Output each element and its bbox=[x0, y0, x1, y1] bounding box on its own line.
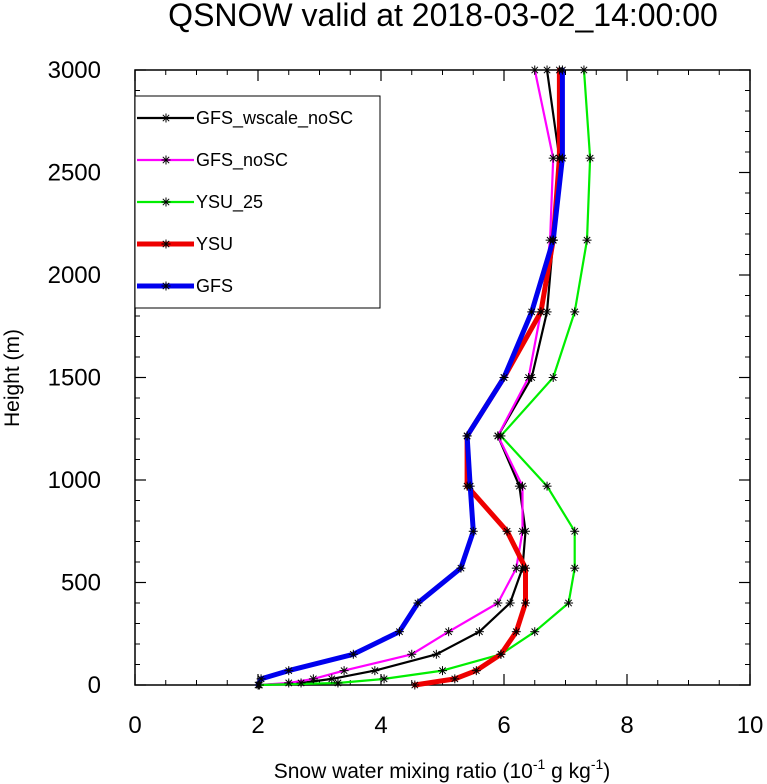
legend-marker-4 bbox=[161, 281, 171, 291]
data-point-marker bbox=[407, 649, 417, 659]
chart-title: QSNOW valid at 2018-03-02_14:00:00 bbox=[168, 0, 718, 33]
data-point-marker bbox=[450, 674, 460, 684]
x-axis-title-end: ) bbox=[603, 760, 610, 783]
data-point-marker bbox=[582, 235, 592, 245]
data-point-marker bbox=[339, 666, 349, 676]
data-point-marker bbox=[579, 65, 589, 75]
axis-ticks: 0 2 4 6 8 10 0 500 1000 1500 2000 2500 3000 bbox=[48, 57, 764, 739]
legend-label-3: YSU bbox=[196, 234, 233, 254]
legend-label-0: GFS_wscale_noSC bbox=[196, 108, 353, 129]
x-axis-title-sup1: -1 bbox=[533, 756, 546, 772]
y-tick-label: 2500 bbox=[48, 160, 101, 187]
data-point-marker bbox=[284, 666, 294, 676]
series-line-2 bbox=[258, 68, 592, 687]
y-tick-label: 1500 bbox=[48, 365, 101, 392]
data-point-marker bbox=[496, 649, 506, 659]
data-point-marker bbox=[493, 598, 503, 608]
data-point-marker bbox=[530, 627, 540, 637]
data-point-marker bbox=[444, 627, 454, 637]
y-tick-label: 2000 bbox=[48, 262, 101, 289]
data-point-marker bbox=[505, 598, 515, 608]
data-point-marker bbox=[471, 666, 481, 676]
data-point-marker bbox=[468, 526, 478, 536]
marker-layer bbox=[253, 65, 595, 690]
x-tick-label: 0 bbox=[128, 712, 141, 739]
legend-label-2: YSU_25 bbox=[196, 192, 263, 213]
data-point-marker bbox=[548, 235, 558, 245]
data-point-marker bbox=[456, 563, 466, 573]
x-tick-label: 2 bbox=[251, 712, 264, 739]
y-tick-label: 500 bbox=[61, 570, 101, 597]
x-axis-title-mid: g kg bbox=[545, 760, 591, 783]
data-point-marker bbox=[548, 373, 558, 382]
data-point-marker bbox=[474, 627, 484, 637]
data-point-marker bbox=[557, 65, 567, 75]
data-point-marker bbox=[511, 563, 521, 573]
data-point-marker bbox=[465, 481, 475, 491]
data-point-marker bbox=[502, 526, 512, 536]
legend-marker-2 bbox=[161, 197, 171, 207]
data-point-marker bbox=[570, 307, 580, 317]
data-point-marker bbox=[284, 678, 294, 688]
y-tick-label: 0 bbox=[88, 672, 101, 699]
legend-label-1: GFS_noSC bbox=[196, 150, 288, 171]
data-point-marker bbox=[308, 674, 318, 684]
legend-marker-3 bbox=[161, 239, 171, 249]
data-point-marker bbox=[394, 627, 404, 637]
data-point-marker bbox=[253, 680, 263, 690]
x-axis-title-main: Snow water mixing ratio (10 bbox=[274, 760, 533, 783]
x-tick-label: 8 bbox=[620, 712, 633, 739]
data-point-marker bbox=[370, 666, 380, 676]
data-point-marker bbox=[438, 666, 447, 676]
legend-marker-1 bbox=[161, 155, 171, 165]
data-point-marker bbox=[499, 373, 509, 382]
y-tick-label: 1000 bbox=[48, 467, 101, 494]
data-point-marker bbox=[557, 153, 567, 163]
x-tick-label: 10 bbox=[737, 712, 764, 739]
x-axis-title: Snow water mixing ratio (10-1 g kg-1) bbox=[274, 756, 611, 783]
data-point-marker bbox=[542, 481, 552, 491]
data-point-marker bbox=[570, 526, 580, 536]
legend: GFS_wscale_noSC GFS_noSC YSU_25 YSU GFS bbox=[134, 95, 381, 309]
data-point-marker bbox=[327, 674, 337, 684]
data-point-marker bbox=[585, 153, 595, 163]
data-point-marker bbox=[521, 598, 531, 608]
x-tick-label: 4 bbox=[374, 712, 387, 739]
series-line-0 bbox=[258, 68, 561, 687]
x-axis-title-sup2: -1 bbox=[591, 756, 604, 772]
data-point-marker bbox=[462, 431, 472, 441]
data-point-marker bbox=[511, 627, 521, 637]
series-line-3 bbox=[412, 67, 562, 688]
x-tick-label: 6 bbox=[497, 712, 510, 739]
data-point-marker bbox=[524, 373, 534, 382]
data-point-marker bbox=[256, 674, 266, 684]
data-point-marker bbox=[527, 307, 537, 317]
data-point-marker bbox=[410, 680, 420, 690]
data-point-marker bbox=[517, 526, 527, 536]
data-point-marker bbox=[570, 563, 580, 573]
data-point-marker bbox=[348, 649, 358, 659]
data-point-marker bbox=[379, 674, 389, 684]
data-point-marker bbox=[296, 678, 306, 688]
data-point-marker bbox=[431, 649, 441, 659]
legend-label-4: GFS bbox=[196, 276, 233, 296]
data-point-marker bbox=[564, 598, 574, 608]
data-point-marker bbox=[542, 65, 552, 75]
data-point-marker bbox=[333, 678, 343, 688]
data-point-marker bbox=[521, 563, 531, 573]
data-point-marker bbox=[517, 481, 527, 491]
data-point-marker bbox=[413, 598, 423, 608]
y-axis-title: Height (m) bbox=[1, 329, 24, 427]
legend-marker-0 bbox=[161, 113, 171, 123]
data-point-marker bbox=[536, 307, 546, 317]
y-tick-label: 3000 bbox=[48, 57, 101, 84]
data-point-marker bbox=[496, 431, 506, 441]
data-point-marker bbox=[530, 65, 540, 75]
